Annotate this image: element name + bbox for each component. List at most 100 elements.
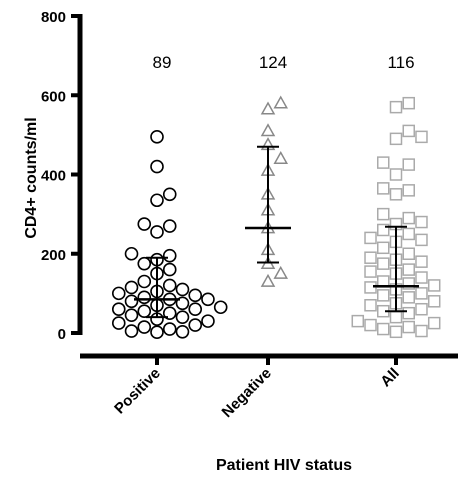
data-point-circle	[150, 193, 164, 208]
y-tick-label: 200	[41, 247, 66, 264]
data-point-square	[415, 302, 428, 316]
data-point-square	[364, 318, 377, 332]
x-tick-label-positive: Positive	[111, 365, 164, 418]
data-point-circle	[124, 294, 139, 309]
data-point-square	[402, 320, 415, 334]
data-point-square	[377, 289, 390, 302]
group-count-label: 116	[387, 53, 414, 72]
data-point-circle	[162, 248, 177, 263]
data-point-circle	[188, 288, 203, 303]
data-point-circle	[201, 314, 215, 328]
data-point-square	[415, 287, 428, 300]
data-point-circle	[124, 324, 139, 338]
group-count-label: 124	[259, 53, 287, 72]
data-point-square	[402, 184, 415, 197]
data-point-square	[402, 306, 415, 320]
y-tick-label: 400	[41, 168, 66, 185]
data-point-square	[402, 158, 415, 171]
data-point-square	[402, 291, 415, 304]
data-point-square	[389, 100, 403, 114]
x-axis: Positive Negative All	[80, 353, 458, 421]
data-point-square	[415, 130, 428, 144]
data-point-circle	[111, 316, 126, 330]
data-point-square	[377, 182, 390, 195]
y-axis: 0 200 400 600 800	[41, 9, 83, 343]
data-point-circle	[188, 318, 203, 332]
data-point-square	[351, 314, 365, 328]
group-counts: 89 124 116	[153, 53, 415, 72]
data-point-triangle	[273, 265, 289, 279]
data-point-circle	[162, 219, 177, 233]
data-point-square	[377, 322, 390, 336]
median-iqr-bars	[134, 145, 419, 319]
data-point-triangle	[273, 150, 289, 164]
y-tick-label: 600	[41, 88, 66, 105]
data-point-circle	[175, 310, 190, 324]
data-point-circle	[162, 322, 177, 336]
data-point-square	[427, 279, 441, 292]
data-point-square	[364, 299, 377, 312]
group-count-label: 89	[153, 53, 172, 72]
data-points	[111, 95, 441, 340]
data-point-square	[389, 168, 403, 181]
data-point-circle	[150, 130, 164, 144]
data-point-circle	[137, 320, 152, 334]
data-point-circle	[201, 292, 215, 307]
data-point-triangle	[260, 101, 276, 115]
data-point-square	[402, 211, 415, 225]
data-point-square	[402, 263, 415, 276]
data-point-circle	[137, 217, 152, 231]
data-point-square	[402, 96, 415, 110]
data-point-circle	[137, 256, 152, 271]
data-point-circle	[137, 290, 152, 305]
data-point-square	[415, 233, 428, 247]
data-point-square	[427, 316, 441, 330]
data-point-circle	[137, 274, 152, 289]
data-point-square	[364, 265, 377, 278]
data-point-circle	[137, 304, 152, 319]
data-point-circle	[162, 262, 177, 277]
data-point-circle	[213, 300, 228, 315]
data-point-circle	[124, 308, 139, 322]
data-point-circle	[124, 246, 139, 261]
data-point-circle	[124, 280, 139, 295]
data-point-circle	[188, 302, 203, 317]
data-point-triangle	[260, 123, 276, 137]
data-point-square	[402, 277, 415, 290]
data-point-square	[377, 156, 390, 169]
y-tick-label: 0	[58, 326, 66, 343]
data-point-circle	[111, 286, 126, 301]
data-point-square	[402, 124, 415, 138]
data-point-square	[364, 231, 377, 245]
y-axis-title: CD4+ counts/ml	[23, 117, 40, 238]
data-point-circle	[150, 225, 164, 239]
data-point-square	[389, 188, 403, 201]
data-point-circle	[150, 159, 164, 174]
data-point-circle	[111, 302, 126, 317]
data-point-square	[415, 271, 428, 284]
data-point-square	[415, 255, 428, 268]
x-axis-title: Patient HIV status	[216, 457, 352, 474]
data-point-square	[402, 227, 415, 241]
data-point-circle	[175, 282, 190, 297]
data-point-square	[377, 223, 390, 237]
data-point-square	[389, 132, 403, 146]
data-point-circle	[162, 187, 177, 202]
data-point-triangle	[273, 95, 289, 109]
data-point-circle	[162, 278, 177, 293]
data-point-square	[377, 241, 390, 255]
data-point-square	[427, 295, 441, 308]
data-point-square	[415, 215, 428, 229]
data-point-square	[415, 324, 428, 338]
data-point-square	[389, 325, 403, 339]
data-point-circle	[175, 325, 190, 339]
data-point-square	[389, 310, 403, 324]
y-tick-label: 800	[41, 9, 66, 26]
data-point-square	[402, 247, 415, 260]
data-point-triangle	[260, 273, 276, 287]
data-point-square	[377, 207, 390, 221]
data-point-circle	[150, 325, 164, 340]
data-point-square	[377, 257, 390, 270]
x-tick-label-all: All	[377, 365, 403, 391]
